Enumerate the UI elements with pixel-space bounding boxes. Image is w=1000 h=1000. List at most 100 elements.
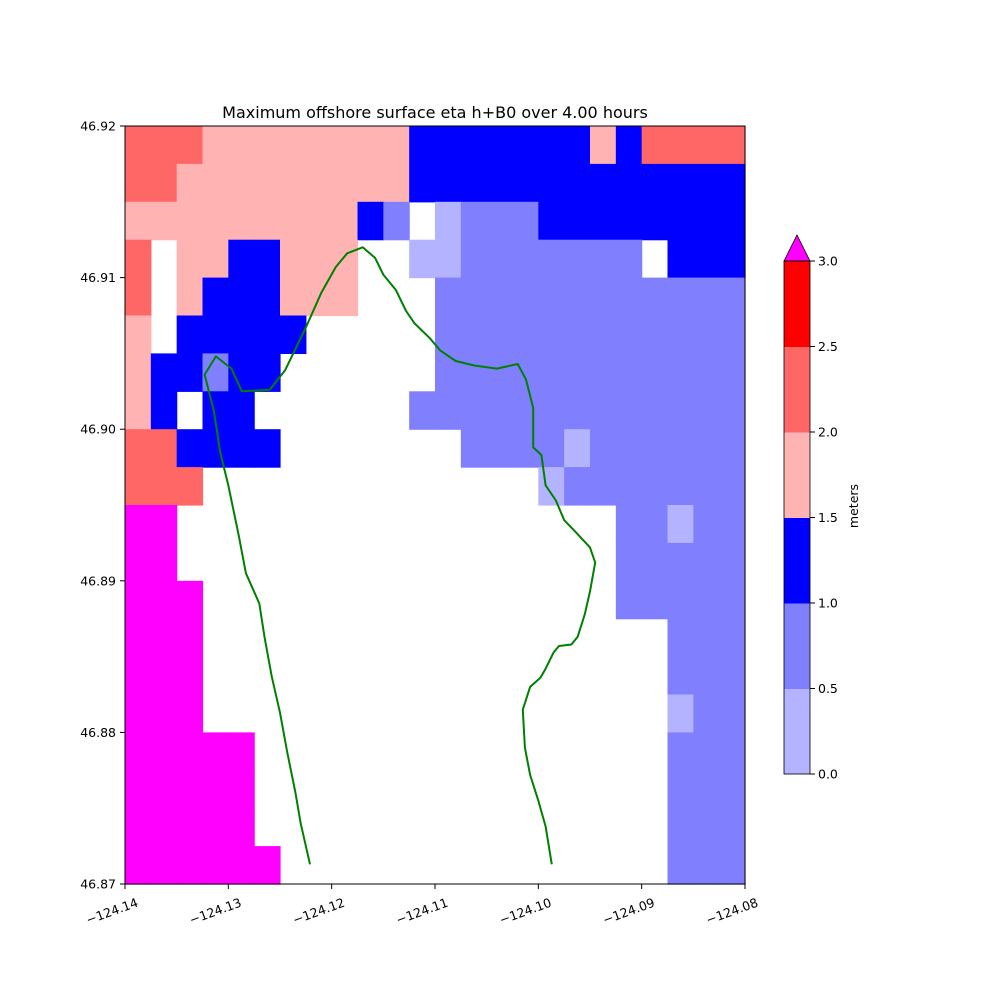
heatmap-cell <box>512 277 539 317</box>
heatmap-cell <box>150 732 178 771</box>
heatmap-cell <box>176 239 204 279</box>
heatmap-cell <box>305 201 333 241</box>
heatmap-cell <box>693 353 720 392</box>
heatmap-cell <box>564 277 591 317</box>
x-tick-label: −124.09 <box>601 895 657 928</box>
heatmap-cell <box>357 126 384 165</box>
colorbar-tick-label: 0.5 <box>818 681 838 696</box>
heatmap-cell <box>693 770 720 809</box>
heatmap-cell <box>564 315 591 354</box>
heatmap-cell <box>641 580 669 620</box>
heatmap-cell <box>693 429 720 468</box>
y-tick-label: 46.92 <box>80 119 116 134</box>
heatmap-cell <box>641 315 669 354</box>
heatmap-cell <box>228 277 255 317</box>
heatmap-cell <box>641 277 669 317</box>
heatmap-cell <box>667 239 694 279</box>
heatmap-cell <box>667 656 694 696</box>
heatmap-cell <box>693 126 720 165</box>
heatmap-cell <box>693 618 720 658</box>
heatmap-cell <box>693 239 720 279</box>
heatmap-cell <box>486 353 514 392</box>
heatmap-cell <box>564 239 591 279</box>
heatmap-cell <box>331 277 359 317</box>
heatmap-cell <box>667 467 694 506</box>
heatmap-cell <box>641 353 669 392</box>
heatmap-cell <box>512 201 539 241</box>
heatmap-cell <box>254 846 281 885</box>
heatmap-cell <box>228 239 255 279</box>
heatmap-cell <box>176 618 204 658</box>
heatmap-cell <box>564 353 591 392</box>
heatmap-cell <box>615 201 643 241</box>
heatmap-cell <box>435 391 462 430</box>
heatmap-cell <box>590 126 617 165</box>
heatmap-cell <box>538 277 565 317</box>
heatmap-cell <box>435 277 462 317</box>
heatmap-cell <box>667 770 694 809</box>
heatmap-cell <box>486 239 514 279</box>
heatmap-cell <box>693 201 720 241</box>
heatmap-cell <box>254 429 281 468</box>
heatmap-cell <box>538 201 565 241</box>
heatmap-cell <box>305 163 333 203</box>
heatmap-cell <box>667 163 694 203</box>
heatmap-cell <box>202 770 229 809</box>
heatmap-cell <box>202 201 229 241</box>
heatmap-cell <box>331 163 359 203</box>
heatmap-cell <box>693 163 720 203</box>
heatmap-cell <box>693 391 720 430</box>
heatmap-cell <box>125 618 152 658</box>
heatmap-cell <box>125 656 152 696</box>
y-tick-label: 46.89 <box>80 573 116 588</box>
heatmap-cell <box>719 618 746 658</box>
heatmap-cell <box>150 505 178 544</box>
heatmap-cell <box>383 163 410 203</box>
colorbar-tick-label: 0.0 <box>818 767 838 782</box>
heatmap-cell <box>383 126 410 165</box>
heatmap-cell <box>641 201 669 241</box>
heatmap-cell <box>641 429 669 468</box>
heatmap-cell <box>125 201 152 241</box>
heatmap-cell <box>228 429 255 468</box>
heatmap-cell <box>486 315 514 354</box>
heatmap-cell <box>719 277 746 317</box>
coastline <box>203 246 597 865</box>
heatmap-cell <box>176 315 204 354</box>
heatmap-cell <box>538 353 565 392</box>
heatmap-cell <box>202 315 229 354</box>
heatmap-cell <box>331 239 359 279</box>
heatmap-cell <box>176 808 204 847</box>
heatmap-cell <box>719 353 746 392</box>
heatmap-cell <box>383 201 410 241</box>
heatmap-cell <box>305 239 333 279</box>
heatmap-cell <box>667 353 694 392</box>
heatmap-cell <box>512 315 539 354</box>
heatmap-cell <box>667 542 694 582</box>
heatmap-cell <box>254 201 281 241</box>
heatmap-cell <box>590 315 617 354</box>
heatmap-cell <box>590 201 617 241</box>
heatmap-cell <box>125 126 152 165</box>
heatmap-cell <box>564 126 591 165</box>
heatmap-cell <box>176 656 204 696</box>
heatmap-cell <box>719 467 746 506</box>
heatmap-cell <box>719 846 746 885</box>
heatmap-cell <box>512 391 539 430</box>
heatmap-cell <box>202 163 229 203</box>
heatmap-cell <box>176 846 204 885</box>
heatmap-cell <box>719 694 746 733</box>
heatmap-cell <box>280 277 307 317</box>
heatmap-cell <box>460 277 488 317</box>
heatmap-cell <box>615 239 643 279</box>
heatmap-cell <box>590 391 617 430</box>
heatmap-cell <box>357 163 384 203</box>
heatmap-cell <box>564 201 591 241</box>
heatmap-cell <box>176 467 204 506</box>
heatmap-cell <box>125 694 152 733</box>
heatmap-cell <box>693 467 720 506</box>
heatmap-cell <box>254 126 281 165</box>
heatmap-cell <box>150 618 178 658</box>
heatmap-cell <box>693 808 720 847</box>
heatmap-cell <box>176 126 204 165</box>
